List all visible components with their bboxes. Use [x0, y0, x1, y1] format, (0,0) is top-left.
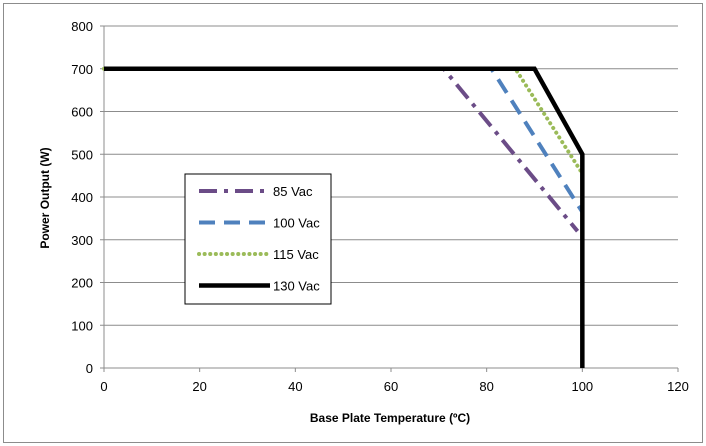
x-tick-label-6: 120	[667, 379, 689, 394]
legend-label-100-vac: 100 Vac	[273, 216, 320, 231]
x-tick-label-2: 40	[288, 379, 302, 394]
y-tick-labels: 0 100 200 300 400 500 600 700 800	[71, 19, 104, 376]
x-tick-label-3: 60	[384, 379, 398, 394]
y-tick-label-2: 200	[71, 276, 93, 291]
legend: 85 Vac 100 Vac 115 Vac 130 Vac	[184, 173, 332, 305]
x-tick-label-4: 80	[479, 379, 493, 394]
legend-label-85-vac: 85 Vac	[273, 184, 313, 199]
x-tick-label-5: 100	[571, 379, 593, 394]
y-tick-label-8: 800	[71, 19, 93, 34]
series-lines	[102, 66, 585, 368]
series-line-100-vac	[104, 66, 585, 214]
chart-frame	[3, 3, 703, 443]
y-tick-label-3: 300	[71, 233, 93, 248]
series-line-85-vac	[104, 66, 580, 233]
x-tick-label-1: 20	[192, 379, 206, 394]
x-tick-labels: 0 20 40 60 80 100 120	[100, 368, 689, 394]
series-line-130-vac	[104, 66, 585, 368]
legend-label-115-vac: 115 Vac	[273, 247, 319, 262]
legend-label-130-vac: 130 Vac	[273, 279, 320, 294]
series-line-115-vac	[102, 66, 585, 176]
x-tick-label-0: 0	[100, 379, 107, 394]
y-tick-label-1: 100	[71, 318, 93, 333]
y-tick-label-6: 600	[71, 105, 93, 120]
y-tick-label-4: 400	[71, 190, 93, 205]
y-tick-label-7: 700	[71, 62, 93, 77]
y-tick-label-0: 0	[86, 361, 93, 376]
y-axis-title: Power Output (W)	[38, 147, 52, 248]
legend-box	[184, 173, 332, 305]
y-tick-label-5: 500	[71, 147, 93, 162]
x-axis-title: Base Plate Temperature (ºC)	[310, 411, 470, 425]
